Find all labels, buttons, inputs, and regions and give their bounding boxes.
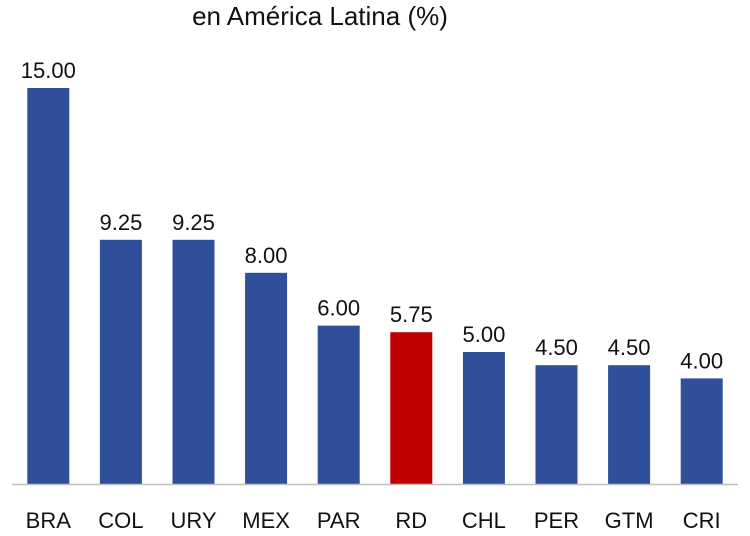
x-tick-labels-layer: BRA COL URY MEX PAR RD CHL PER GTM CRI bbox=[26, 508, 721, 533]
bar-per bbox=[535, 365, 578, 484]
x-tick-label-par: PAR bbox=[317, 508, 361, 533]
value-label-par: 6.00 bbox=[317, 296, 360, 321]
value-label-rd: 5.75 bbox=[390, 302, 433, 327]
x-tick-label-col: COL bbox=[98, 508, 143, 533]
x-tick-label-mex: MEX bbox=[242, 508, 290, 533]
value-label-chl: 5.00 bbox=[462, 322, 505, 347]
bar-col bbox=[99, 239, 142, 484]
value-label-bra: 15.00 bbox=[21, 58, 76, 83]
bar-par bbox=[317, 325, 360, 484]
x-tick-label-chl: CHL bbox=[462, 508, 506, 533]
value-label-col: 9.25 bbox=[99, 210, 142, 235]
value-label-ury: 9.25 bbox=[172, 210, 215, 235]
x-tick-label-gtm: GTM bbox=[605, 508, 654, 533]
x-tick-label-bra: BRA bbox=[26, 508, 72, 533]
bar-ury bbox=[172, 239, 215, 484]
bar-chl bbox=[462, 352, 505, 484]
x-tick-label-ury: URY bbox=[170, 508, 216, 533]
chart-title: en América Latina (%) bbox=[192, 1, 448, 31]
value-labels-layer: 15.00 9.25 9.25 8.00 6.00 5.75 5.00 4.50 4.50 4.0… bbox=[21, 58, 723, 373]
value-label-per: 4.50 bbox=[535, 335, 578, 360]
value-label-cri: 4.00 bbox=[680, 348, 723, 373]
value-label-gtm: 4.50 bbox=[608, 335, 651, 360]
bar-mex bbox=[245, 272, 288, 484]
bar-gtm bbox=[608, 365, 651, 484]
bar-cri bbox=[680, 378, 723, 484]
value-label-mex: 8.00 bbox=[245, 243, 288, 268]
bar-rd bbox=[390, 332, 433, 484]
bars-layer bbox=[27, 88, 723, 484]
x-tick-label-rd: RD bbox=[395, 508, 427, 533]
bar-bra bbox=[27, 88, 70, 484]
x-tick-label-cri: CRI bbox=[683, 508, 721, 533]
x-tick-label-per: PER bbox=[534, 508, 579, 533]
